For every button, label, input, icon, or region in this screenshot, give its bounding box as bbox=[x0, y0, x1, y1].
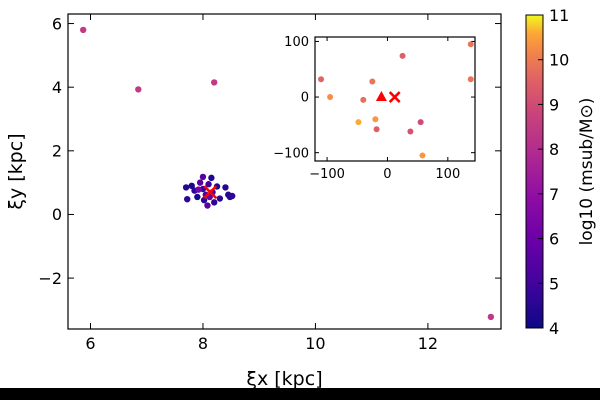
inset-point bbox=[407, 128, 414, 135]
main-point bbox=[200, 196, 208, 204]
inset-ytick-label: −100 bbox=[273, 146, 309, 161]
main-point bbox=[196, 179, 204, 186]
colorbar-tick-label: 6 bbox=[549, 230, 559, 249]
main-ytick-label: 6 bbox=[52, 14, 62, 33]
x-axis-label: ξx [kpc] bbox=[246, 368, 322, 390]
colorbar-tick-label: 7 bbox=[549, 185, 559, 204]
inset-point bbox=[419, 152, 426, 159]
y-axis-label: ξy [kpc] bbox=[5, 133, 27, 209]
inset-cross-marker bbox=[388, 91, 401, 103]
inset-triangle-marker bbox=[375, 91, 387, 102]
main-point bbox=[194, 193, 201, 201]
colorbar-tick-label: 9 bbox=[549, 95, 559, 114]
main-point bbox=[216, 195, 224, 202]
inset-ytick-label: 100 bbox=[284, 35, 309, 50]
main-point bbox=[229, 192, 236, 200]
main-ytick-label: 2 bbox=[52, 142, 62, 161]
main-cross-marker bbox=[203, 185, 218, 200]
main-point bbox=[487, 313, 495, 321]
main-point bbox=[79, 26, 87, 34]
inset-xtick-label: 0 bbox=[383, 167, 391, 182]
colorbar-tick-label: 10 bbox=[549, 51, 569, 70]
main-point bbox=[205, 181, 212, 188]
main-ytick-label: −2 bbox=[38, 269, 62, 288]
inset-point bbox=[318, 76, 325, 83]
main-point bbox=[182, 184, 190, 191]
main-point bbox=[211, 199, 218, 206]
main-xtick-label: 10 bbox=[305, 334, 325, 353]
inset-ytick-label: 0 bbox=[301, 91, 309, 106]
inset-point bbox=[373, 126, 380, 133]
main-ytick-label: 0 bbox=[52, 205, 62, 224]
main-xtick-label: 12 bbox=[418, 334, 438, 353]
inset-plot: −100 0 100 −100 0 100 bbox=[273, 35, 476, 182]
inset-point bbox=[467, 76, 474, 83]
inset-xtick-label: 100 bbox=[435, 167, 460, 182]
inset-point bbox=[355, 119, 362, 126]
inset-point bbox=[360, 96, 367, 103]
colorbar-tick-label: 11 bbox=[549, 6, 569, 25]
main-xtick-label: 6 bbox=[85, 334, 95, 353]
main-point bbox=[204, 202, 211, 209]
main-point bbox=[135, 86, 142, 93]
main-point bbox=[184, 195, 191, 203]
inset-xtick-label: −100 bbox=[309, 167, 345, 182]
inset-point bbox=[327, 94, 334, 101]
inset-point bbox=[417, 119, 424, 126]
colorbar-tick-label: 4 bbox=[549, 319, 559, 338]
inset-point bbox=[369, 78, 376, 85]
inset-point bbox=[467, 41, 474, 48]
main-point bbox=[211, 79, 218, 86]
main-ytick-label: 4 bbox=[52, 78, 62, 97]
inset-point bbox=[372, 116, 379, 123]
main-point bbox=[188, 182, 195, 190]
colorbar-tick-label: 5 bbox=[549, 274, 559, 293]
main-xtick-label: 8 bbox=[198, 334, 208, 353]
main-point bbox=[195, 186, 202, 193]
colorbar-tick-label: 8 bbox=[549, 140, 559, 159]
main-point bbox=[222, 184, 229, 191]
colorbar-label: log10 (msub/M⊙) bbox=[577, 98, 597, 246]
main-point bbox=[208, 174, 215, 182]
main-point bbox=[199, 173, 207, 181]
colorbar: 4 5 6 7 8 9 10 11 log10 (msub/M⊙) bbox=[525, 6, 597, 338]
inset-point bbox=[399, 52, 406, 59]
colorbar-gradient bbox=[525, 14, 544, 329]
